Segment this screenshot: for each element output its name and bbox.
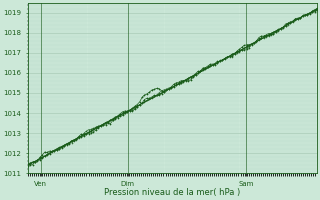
X-axis label: Pression niveau de la mer( hPa ): Pression niveau de la mer( hPa ) xyxy=(104,188,241,197)
